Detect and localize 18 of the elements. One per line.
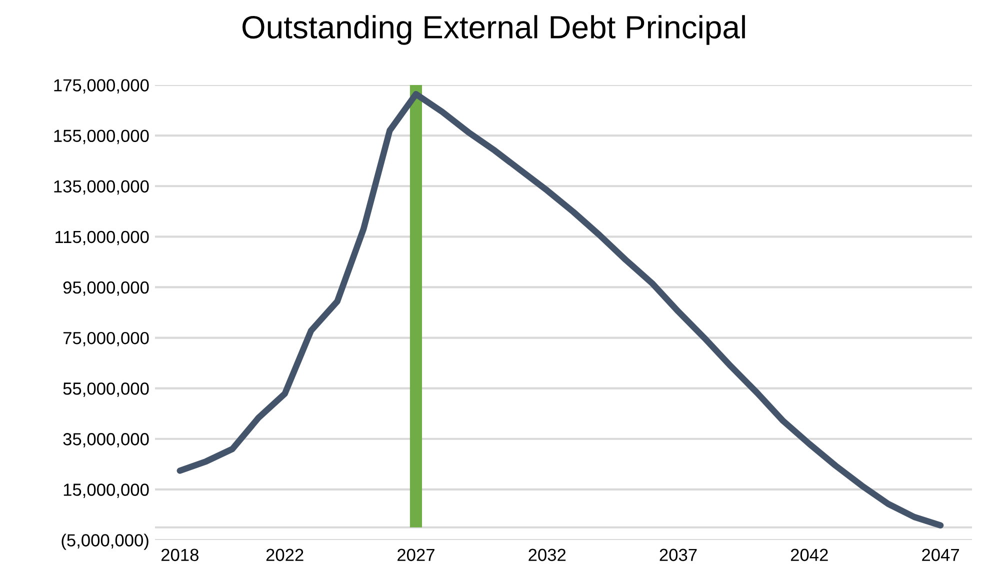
- x-tick-label: 2022: [266, 548, 304, 562]
- y-tick-label: (5,000,000): [62, 534, 148, 550]
- y-tick-label: 155,000,000: [54, 130, 149, 144]
- y-tick-label: 175,000,000: [54, 79, 149, 94]
- x-tick-label: 2042: [790, 548, 828, 562]
- x-tick-label: 2032: [528, 548, 566, 562]
- y-tick-label: 135,000,000: [54, 180, 149, 195]
- x-tick-label: 2027: [398, 548, 434, 562]
- y-tick-label: 75,000,000: [63, 332, 149, 346]
- x-tick-label: 2037: [660, 548, 697, 562]
- y-tick-label: 35,000,000: [63, 433, 149, 448]
- chart-title: Outstanding External Debt Principal: [242, 15, 745, 45]
- x-tick-label: 2047: [922, 548, 959, 562]
- y-tick-label: 55,000,000: [63, 382, 149, 397]
- y-tick-label: 95,000,000: [63, 281, 149, 296]
- y-tick-label: 115,000,000: [56, 230, 149, 246]
- x-tick-label: 2018: [161, 548, 198, 562]
- y-tick-label: 15,000,000: [64, 484, 149, 498]
